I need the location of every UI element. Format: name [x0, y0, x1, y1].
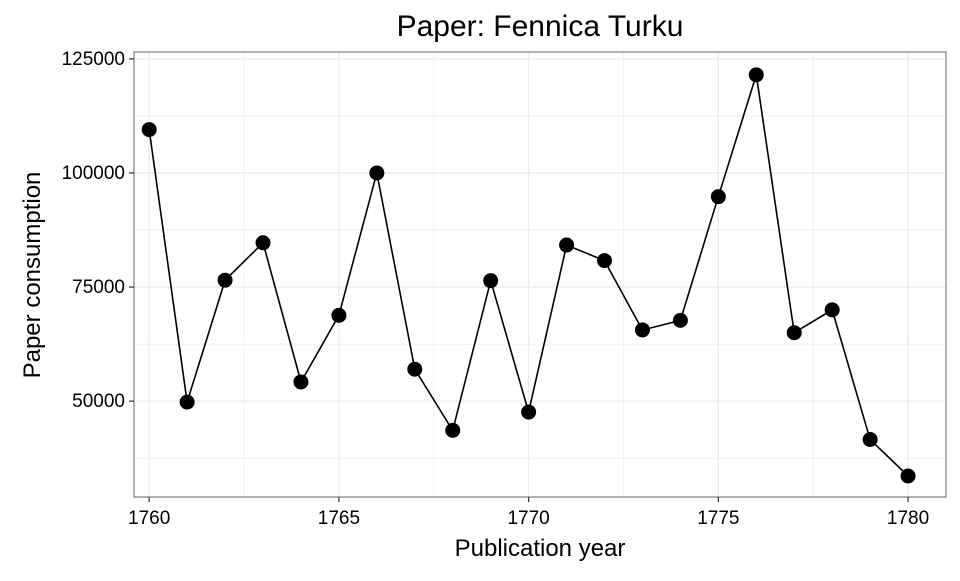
data-point — [672, 312, 688, 328]
x-tick-label: 1780 — [887, 508, 929, 529]
data-point — [710, 189, 726, 205]
y-axis-title: Paper consumption — [19, 172, 46, 379]
panel-border — [133, 51, 947, 498]
data-point — [179, 394, 195, 410]
x-tick-label: 1770 — [507, 508, 549, 529]
data-point — [407, 361, 423, 377]
data-point — [748, 67, 764, 83]
data-point — [634, 322, 650, 338]
data-point — [559, 237, 575, 253]
data-point — [483, 273, 499, 289]
data-point — [786, 325, 802, 341]
y-tick-label: 100000 — [62, 163, 125, 184]
y-tick-label: 75000 — [72, 277, 125, 298]
data-point — [141, 122, 157, 138]
y-tick-label: 50000 — [72, 391, 125, 412]
y-tick-label: 125000 — [62, 49, 125, 70]
x-axis: 1760 1765 1770 1775 1780 — [128, 497, 929, 529]
y-axis: 50000 75000 100000 125000 — [62, 49, 134, 412]
x-tick-label: 1760 — [128, 508, 170, 529]
data-point — [597, 253, 613, 269]
data-point — [255, 235, 271, 251]
major-grid — [134, 52, 946, 497]
data-point — [369, 165, 385, 181]
x-axis-title: Publication year — [455, 535, 626, 562]
data-point — [331, 307, 347, 323]
chart-title: Paper: Fennica Turku — [397, 10, 684, 43]
plot-panel — [134, 52, 946, 497]
data-point — [293, 374, 309, 390]
x-tick-label: 1765 — [318, 508, 360, 529]
data-point — [521, 404, 537, 420]
x-tick-label: 1775 — [697, 508, 739, 529]
data-point — [445, 422, 461, 438]
data-point — [862, 431, 878, 447]
series-layer — [141, 67, 916, 484]
data-point — [900, 468, 916, 484]
minor-grid — [134, 52, 946, 497]
data-point — [824, 302, 840, 318]
data-point — [217, 272, 233, 288]
